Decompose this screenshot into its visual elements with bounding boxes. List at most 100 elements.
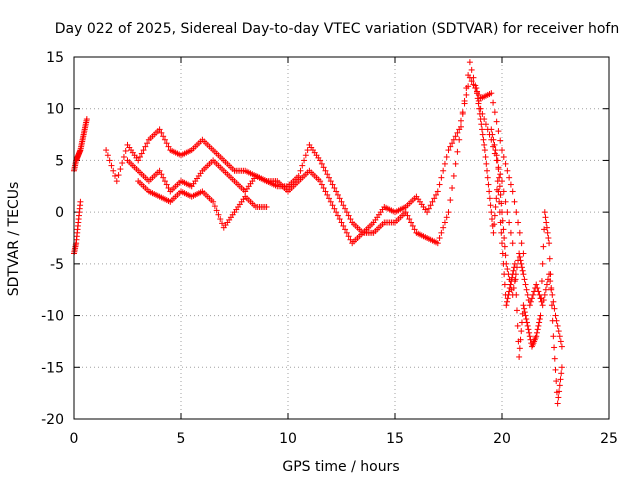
data-point <box>530 291 537 298</box>
data-point <box>463 85 470 92</box>
data-point <box>513 307 520 314</box>
data-point <box>326 174 333 181</box>
data-point <box>340 222 347 229</box>
data-point <box>542 214 549 221</box>
data-point <box>493 118 500 125</box>
data-point <box>163 181 170 188</box>
data-point <box>507 229 514 236</box>
data-point <box>488 126 495 133</box>
data-point <box>506 174 513 181</box>
data-point <box>557 338 564 345</box>
data-point <box>217 216 224 223</box>
data-point <box>334 212 341 219</box>
data-point <box>77 198 84 205</box>
data-point <box>504 209 511 216</box>
data-point <box>473 85 480 92</box>
data-point <box>556 388 563 395</box>
data-point <box>263 203 270 210</box>
data-point <box>542 286 549 293</box>
data-point <box>541 209 548 216</box>
data-point <box>161 136 168 143</box>
data-point <box>434 240 441 247</box>
data-point <box>343 209 350 216</box>
data-point <box>501 235 508 241</box>
data-point <box>493 195 500 202</box>
data-point <box>434 188 441 195</box>
data-point <box>465 72 472 79</box>
data-point <box>497 137 504 144</box>
x-tick-label: 5 <box>177 431 186 447</box>
data-point <box>533 329 540 336</box>
data-point <box>165 143 172 150</box>
data-point <box>138 150 145 157</box>
data-point <box>345 212 352 219</box>
data-point <box>156 167 163 174</box>
data-point <box>120 153 127 160</box>
data-point <box>304 147 311 154</box>
data-point <box>518 240 525 247</box>
data-point <box>163 140 170 147</box>
data-point <box>548 284 555 291</box>
data-point <box>509 291 516 298</box>
data-point <box>488 90 495 97</box>
data-point <box>475 100 482 107</box>
x-axis-ticks: 0 5 10 15 20 25 <box>70 57 618 447</box>
data-point <box>493 152 500 159</box>
data-point <box>498 200 505 207</box>
data-point <box>500 188 507 195</box>
data-point <box>406 216 413 223</box>
data-point <box>546 271 553 278</box>
y-tick-label: 10 <box>46 102 64 118</box>
data-point <box>402 209 409 216</box>
data-point <box>501 281 508 288</box>
data-point <box>165 185 172 192</box>
data-point <box>479 126 486 133</box>
data-point <box>409 222 416 229</box>
data-point <box>411 226 418 233</box>
data-point <box>431 195 438 202</box>
data-point <box>329 202 336 209</box>
x-tick-label: 15 <box>386 431 404 447</box>
data-point <box>499 209 505 216</box>
data-point <box>535 322 542 329</box>
data-point <box>540 243 547 250</box>
data-point <box>527 298 534 305</box>
data-point <box>496 174 503 181</box>
data-point <box>521 309 528 316</box>
data-point <box>524 291 531 298</box>
data-point <box>522 281 529 288</box>
data-point <box>496 183 503 190</box>
data-point <box>507 181 514 188</box>
data-point <box>318 181 325 188</box>
data-point <box>540 297 547 304</box>
y-tick-label: -5 <box>50 257 64 273</box>
data-point <box>482 153 489 160</box>
data-point <box>538 278 545 285</box>
data-point <box>500 153 507 160</box>
data-point <box>474 95 481 102</box>
data-point <box>119 160 126 167</box>
data-point <box>452 133 459 140</box>
data-point <box>468 78 475 85</box>
data-point <box>516 229 523 236</box>
data-point <box>324 191 331 198</box>
data-point <box>556 333 563 340</box>
data-point <box>338 198 345 205</box>
data-point <box>511 260 518 267</box>
data-point <box>522 312 529 319</box>
data-point <box>535 288 542 295</box>
data-point <box>503 260 510 267</box>
data-point <box>515 219 522 226</box>
data-point <box>436 235 443 241</box>
data-point <box>83 116 90 123</box>
y-tick-label: 5 <box>55 153 64 169</box>
y-tick-label: 0 <box>55 205 64 221</box>
data-point <box>317 157 324 164</box>
data-point <box>317 178 324 185</box>
data-point <box>552 366 559 373</box>
data-point <box>510 267 517 274</box>
data-point <box>498 229 505 236</box>
data-point <box>547 278 554 285</box>
x-tick-label: 0 <box>70 431 79 447</box>
